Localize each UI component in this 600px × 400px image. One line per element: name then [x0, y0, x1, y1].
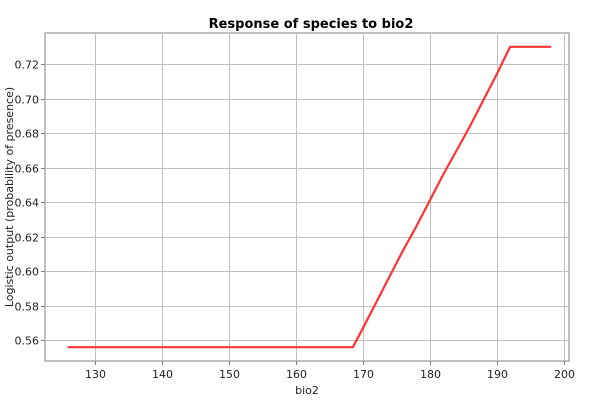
y-axis-label: Logistic output (probability of presence… [3, 87, 16, 307]
x-tick-label: 160 [286, 368, 307, 381]
x-tick-label: 180 [420, 368, 441, 381]
axis-ticks [41, 64, 565, 365]
y-tick-label: 0.72 [15, 59, 40, 72]
x-tick-label: 130 [85, 368, 106, 381]
x-tick-label: 190 [487, 368, 508, 381]
y-tick-label: 0.56 [15, 335, 40, 348]
y-tick-label: 0.58 [15, 301, 40, 314]
y-tick-labels: 0.56 0.58 0.60 0.62 0.64 0.66 0.68 0.70 0.72 [15, 59, 40, 348]
plot-area [44, 32, 570, 362]
y-tick-label: 0.70 [15, 94, 40, 107]
y-tick-label: 0.62 [15, 232, 40, 245]
x-tick-label: 200 [554, 368, 575, 381]
x-tick-label: 140 [152, 368, 173, 381]
x-axis-label: bio2 [295, 384, 319, 397]
y-tick-label: 0.66 [15, 163, 40, 176]
x-tick-label: 170 [353, 368, 374, 381]
chart-title: Response of species to bio2 [209, 17, 414, 32]
x-tick-label: 150 [219, 368, 240, 381]
y-tick-label: 0.68 [15, 128, 40, 141]
response-line [67, 45, 552, 349]
y-tick-label: 0.60 [15, 266, 40, 279]
series-lines [67, 45, 552, 349]
x-tick-labels: 130 140 150 160 170 180 190 200 [85, 368, 575, 381]
y-tick-label: 0.64 [15, 197, 40, 210]
